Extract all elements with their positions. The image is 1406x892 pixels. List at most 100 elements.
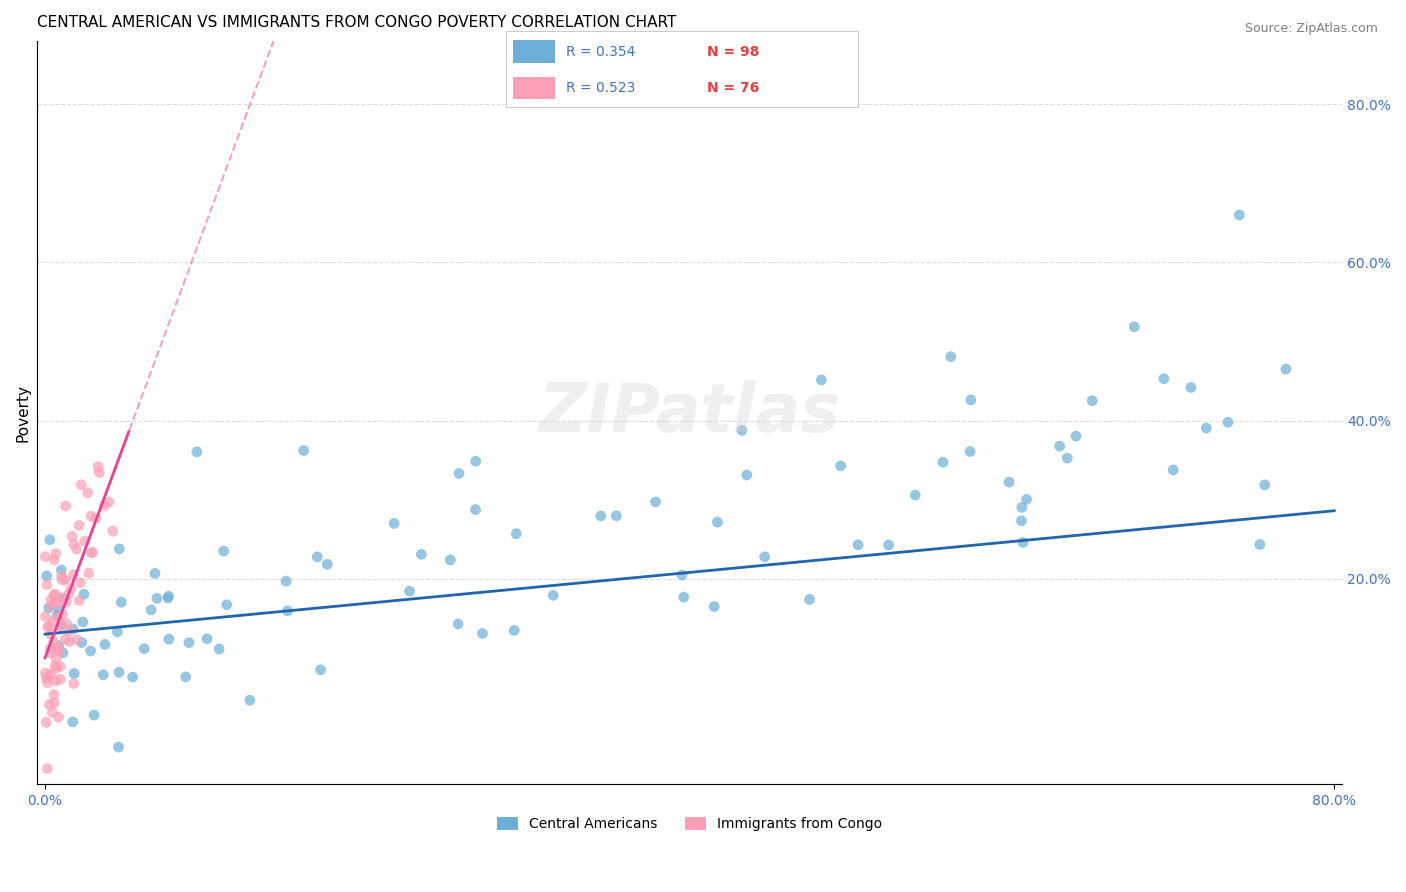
Central Americans — [471, 626, 494, 640]
Immigrants from Congo — [39, 627, 62, 641]
Immigrants from Congo — [67, 593, 90, 607]
Central Americans — [108, 665, 131, 680]
Central Americans — [877, 538, 900, 552]
Immigrants from Congo — [48, 640, 70, 655]
Central Americans — [1216, 415, 1239, 429]
Central Americans — [411, 547, 433, 561]
Central Americans — [1056, 451, 1078, 466]
Immigrants from Congo — [49, 659, 72, 673]
Central Americans — [959, 392, 981, 407]
Immigrants from Congo — [45, 651, 67, 665]
Immigrants from Congo — [80, 509, 103, 524]
Central Americans — [156, 591, 179, 605]
Central Americans — [38, 533, 60, 547]
Immigrants from Congo — [44, 659, 66, 673]
Text: CENTRAL AMERICAN VS IMMIGRANTS FROM CONGO POVERTY CORRELATION CHART: CENTRAL AMERICAN VS IMMIGRANTS FROM CONG… — [37, 15, 676, 30]
Central Americans — [543, 588, 565, 602]
Immigrants from Congo — [34, 609, 56, 624]
Immigrants from Congo — [42, 614, 65, 628]
Central Americans — [799, 592, 821, 607]
Central Americans — [1249, 537, 1271, 551]
Central Americans — [215, 598, 238, 612]
Central Americans — [398, 584, 420, 599]
Immigrants from Congo — [84, 511, 107, 525]
Central Americans — [959, 444, 981, 458]
Central Americans — [108, 541, 131, 556]
Immigrants from Congo — [42, 635, 65, 649]
Immigrants from Congo — [34, 665, 56, 680]
Text: N = 98: N = 98 — [707, 45, 759, 59]
Central Americans — [107, 740, 129, 755]
Central Americans — [139, 603, 162, 617]
Central Americans — [447, 617, 470, 632]
Immigrants from Congo — [49, 591, 72, 605]
Central Americans — [830, 458, 852, 473]
Immigrants from Congo — [37, 620, 59, 634]
Central Americans — [309, 663, 332, 677]
Central Americans — [644, 495, 666, 509]
Immigrants from Congo — [55, 573, 77, 587]
Immigrants from Congo — [89, 466, 111, 480]
Central Americans — [1195, 421, 1218, 435]
Immigrants from Congo — [62, 567, 84, 582]
Central Americans — [439, 553, 461, 567]
Immigrants from Congo — [35, 671, 58, 685]
Immigrants from Congo — [80, 546, 103, 560]
Immigrants from Congo — [55, 632, 77, 647]
Central Americans — [1254, 478, 1277, 492]
Central Americans — [73, 587, 96, 601]
Immigrants from Congo — [60, 529, 83, 543]
Text: R = 0.523: R = 0.523 — [565, 81, 636, 95]
Central Americans — [51, 618, 73, 632]
Immigrants from Congo — [51, 573, 73, 587]
Central Americans — [79, 644, 101, 658]
Immigrants from Congo — [38, 698, 60, 712]
Immigrants from Congo — [39, 641, 62, 656]
Central Americans — [904, 488, 927, 502]
Immigrants from Congo — [35, 715, 58, 730]
Immigrants from Congo — [34, 549, 56, 564]
Immigrants from Congo — [42, 588, 65, 602]
Central Americans — [316, 558, 339, 572]
Immigrants from Congo — [45, 594, 67, 608]
Central Americans — [277, 604, 299, 618]
Central Americans — [157, 632, 180, 647]
Central Americans — [703, 599, 725, 614]
Central Americans — [735, 468, 758, 483]
Immigrants from Congo — [38, 668, 60, 682]
Central Americans — [464, 502, 486, 516]
Immigrants from Congo — [39, 646, 62, 660]
Immigrants from Congo — [70, 478, 93, 492]
Central Americans — [754, 549, 776, 564]
Central Americans — [62, 714, 84, 729]
Central Americans — [48, 639, 70, 653]
Central Americans — [706, 515, 728, 529]
Immigrants from Congo — [37, 762, 59, 776]
Central Americans — [157, 589, 180, 603]
Central Americans — [605, 508, 627, 523]
Central Americans — [274, 574, 297, 589]
Immigrants from Congo — [49, 673, 72, 687]
Central Americans — [174, 670, 197, 684]
Central Americans — [447, 467, 470, 481]
Immigrants from Congo — [44, 696, 66, 710]
Immigrants from Congo — [82, 545, 104, 559]
Immigrants from Congo — [63, 537, 86, 551]
Immigrants from Congo — [55, 595, 77, 609]
Immigrants from Congo — [51, 607, 73, 622]
Central Americans — [53, 591, 76, 606]
Central Americans — [1049, 439, 1071, 453]
Central Americans — [143, 566, 166, 581]
Immigrants from Congo — [93, 499, 115, 513]
Immigrants from Congo — [66, 632, 89, 647]
Central Americans — [195, 632, 218, 646]
Immigrants from Congo — [65, 542, 87, 557]
Central Americans — [1011, 514, 1033, 528]
Central Americans — [1011, 500, 1033, 515]
Immigrants from Congo — [58, 587, 80, 601]
Central Americans — [382, 516, 405, 531]
Immigrants from Congo — [46, 610, 69, 624]
Immigrants from Congo — [55, 616, 77, 631]
Central Americans — [70, 635, 93, 649]
Central Americans — [63, 666, 86, 681]
